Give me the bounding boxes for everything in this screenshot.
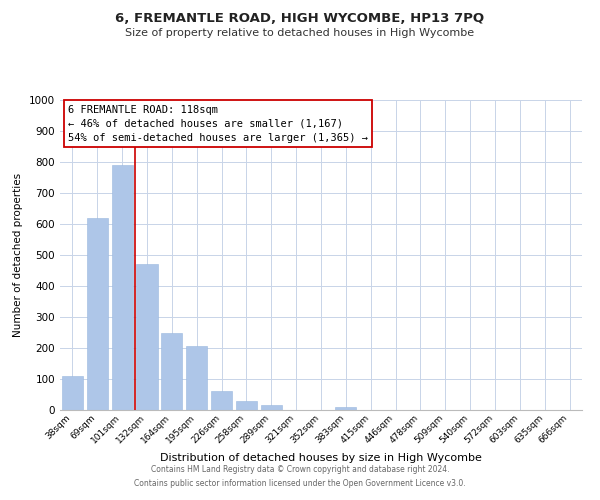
Bar — [211, 392, 232, 410]
Bar — [87, 218, 108, 410]
Bar — [161, 332, 182, 410]
Bar — [236, 400, 257, 410]
Bar — [136, 264, 158, 410]
Bar — [261, 406, 282, 410]
Text: Size of property relative to detached houses in High Wycombe: Size of property relative to detached ho… — [125, 28, 475, 38]
X-axis label: Distribution of detached houses by size in High Wycombe: Distribution of detached houses by size … — [160, 453, 482, 463]
Text: Contains HM Land Registry data © Crown copyright and database right 2024.
Contai: Contains HM Land Registry data © Crown c… — [134, 466, 466, 487]
Bar — [112, 165, 133, 410]
Bar — [62, 376, 83, 410]
Bar — [186, 346, 207, 410]
Y-axis label: Number of detached properties: Number of detached properties — [13, 173, 23, 337]
Text: 6 FREMANTLE ROAD: 118sqm
← 46% of detached houses are smaller (1,167)
54% of sem: 6 FREMANTLE ROAD: 118sqm ← 46% of detach… — [68, 104, 368, 142]
Text: 6, FREMANTLE ROAD, HIGH WYCOMBE, HP13 7PQ: 6, FREMANTLE ROAD, HIGH WYCOMBE, HP13 7P… — [115, 12, 485, 26]
Bar — [335, 407, 356, 410]
